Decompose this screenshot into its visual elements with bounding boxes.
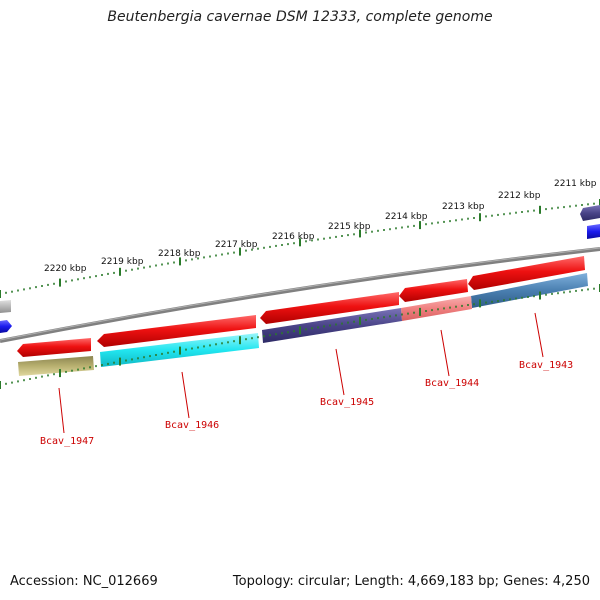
gene-arrow-5[interactable]: [17, 338, 91, 357]
tick-label-2212: 2212 kbp: [498, 191, 541, 201]
forward-genes: [17, 256, 585, 357]
gene-label-bcav-1945[interactable]: Bcav_1945: [320, 397, 374, 408]
outer-tick-ring: [0, 199, 600, 298]
genome-title: Beutenbergia cavernae DSM 12333, complet…: [107, 9, 493, 25]
gene-label-bcav-1946[interactable]: Bcav_1946: [165, 420, 219, 431]
cds-bar-bcav-1947[interactable]: [18, 356, 94, 376]
partial-gene-right-blue[interactable]: [587, 224, 600, 239]
leader-line-bcav-1947: [58, 387, 65, 434]
genome-summary-text: Topology: circular; Length: 4,669,183 bp…: [232, 574, 590, 589]
tick-label-2214: 2214 kbp: [385, 212, 428, 222]
gene-arrow-2[interactable]: [399, 279, 468, 302]
tick-label-2215: 2215 kbp: [328, 222, 371, 232]
partial-gene-left-gray[interactable]: [0, 300, 11, 313]
genome-backbone: [0, 247, 600, 343]
leader-line-bcav-1944: [440, 329, 450, 377]
leader-line-bcav-1943: [534, 312, 544, 358]
leader-line-bcav-1945: [335, 348, 345, 396]
cds-bar-bcav-1944[interactable]: [401, 296, 472, 321]
gene-leader-lines: [58, 312, 544, 434]
gene-labels: Bcav_1943 Bcav_1944 Bcav_1945 Bcav_1946 …: [40, 360, 573, 447]
tick-label-2211: 2211 kbp: [554, 179, 597, 189]
cds-bar-bcav-1945[interactable]: [262, 308, 402, 343]
partial-gene-left-blue[interactable]: [0, 320, 12, 333]
tick-label-2218: 2218 kbp: [158, 249, 201, 259]
cds-bar-bcav-1943[interactable]: [471, 273, 588, 308]
tick-label-2216: 2216 kbp: [272, 232, 315, 242]
tick-label-2217: 2217 kbp: [215, 240, 258, 250]
gene-arrow-3[interactable]: [260, 292, 399, 324]
gene-label-bcav-1944[interactable]: Bcav_1944: [425, 378, 479, 389]
partial-gene-right-navy[interactable]: [580, 205, 600, 221]
gene-arrow-4[interactable]: [97, 315, 256, 347]
tick-label-2220: 2220 kbp: [44, 264, 87, 274]
accession-text: Accession: NC_012669: [10, 574, 158, 589]
genome-backbone-highlight: [0, 247, 600, 341]
gene-label-bcav-1947[interactable]: Bcav_1947: [40, 436, 94, 447]
leader-line-bcav-1946: [181, 371, 190, 419]
tick-label-2213: 2213 kbp: [442, 202, 485, 212]
inner-tick-ring: [0, 284, 600, 389]
kbp-labels: 2211 kbp 2212 kbp 2213 kbp 2214 kbp 2215…: [44, 179, 597, 274]
gene-arrow-1[interactable]: [468, 256, 585, 290]
tick-label-2219: 2219 kbp: [101, 257, 144, 267]
gene-label-bcav-1943[interactable]: Bcav_1943: [519, 360, 573, 371]
